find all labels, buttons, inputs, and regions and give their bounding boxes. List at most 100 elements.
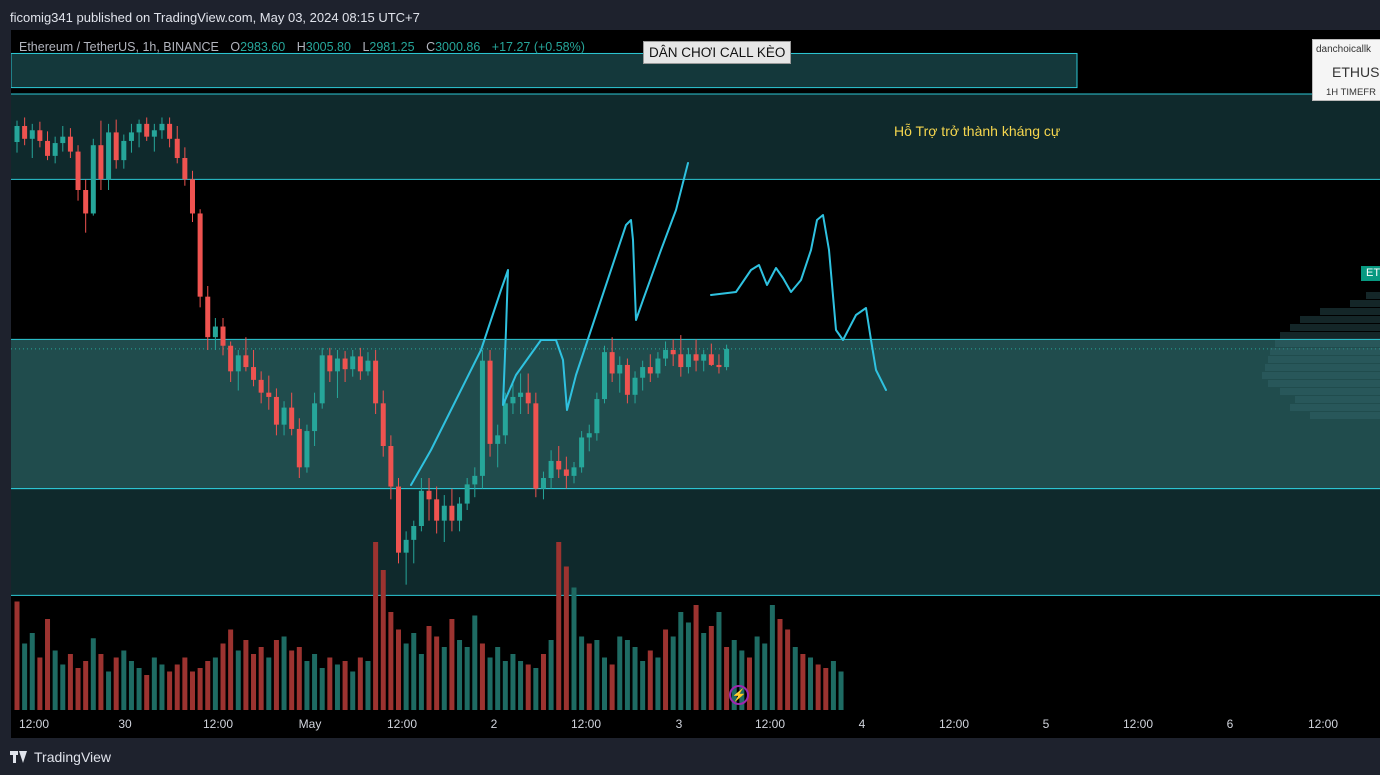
drawn-projection-1: [410, 162, 689, 486]
volume-bar: [258, 647, 264, 710]
volume-bar: [808, 657, 814, 710]
volume-bar: [823, 668, 829, 710]
candle-body: [357, 356, 363, 372]
volume-bar: [449, 619, 455, 710]
volume-bar: [586, 643, 592, 710]
candle-body: [594, 399, 600, 434]
zone-label: Hỗ Trợ trở thành kháng cự: [894, 123, 1061, 139]
volume-bar: [396, 629, 401, 710]
volume-profile-bar: [1290, 324, 1380, 331]
volume-bar: [800, 654, 806, 710]
candle-body: [220, 326, 226, 346]
price-tag: ETH: [1361, 266, 1380, 281]
candle-body: [67, 136, 73, 152]
drawn-projection-2: [710, 214, 887, 391]
x-tick-label: 12:00: [386, 717, 418, 731]
volume-bar: [312, 654, 318, 710]
candle-body: [334, 358, 340, 372]
legend-open: 2983.60: [240, 40, 286, 54]
volume-bar: [159, 664, 165, 710]
price-chart[interactable]: [11, 30, 1380, 710]
volume-bar: [121, 650, 127, 710]
candle-body: [388, 446, 394, 487]
volume-profile-bar: [1275, 340, 1380, 347]
candle-body: [609, 352, 615, 374]
x-tick-label: 12:00: [570, 717, 602, 731]
candle-body: [586, 433, 592, 438]
volume-bar: [327, 657, 333, 710]
candle-body: [273, 396, 279, 425]
volume-bar: [487, 657, 493, 710]
candle-body: [502, 403, 508, 436]
volume-bar: [441, 647, 447, 710]
candle-body: [182, 158, 188, 180]
candle-body: [548, 460, 554, 478]
volume-bar: [251, 654, 257, 710]
candle-body: [434, 499, 440, 521]
lightning-icon[interactable]: ⚡: [729, 685, 749, 705]
legend-close-label: C: [426, 40, 436, 54]
candle-body: [205, 296, 211, 338]
candle-body: [640, 367, 646, 378]
volume-bar: [602, 657, 608, 710]
candle-body: [281, 407, 287, 425]
volume-bar: [98, 654, 104, 710]
volume-bar: [418, 654, 424, 710]
candle-body: [464, 484, 470, 504]
chart-area[interactable]: Ethereum / TetherUS, 1h, BINANCE O2983.6…: [11, 30, 1380, 710]
volume-bar: [624, 640, 630, 710]
volume-bar: [296, 647, 302, 710]
volume-bar: [75, 668, 81, 710]
candle-body: [602, 352, 608, 400]
candle-body: [716, 364, 722, 368]
volume-profile-bar: [1262, 372, 1380, 379]
candle-body: [563, 469, 569, 476]
volume-bar: [365, 661, 371, 710]
tradingview-logo[interactable]: TradingView: [10, 749, 111, 765]
volume-profile-bar: [1290, 404, 1380, 411]
candle-body: [98, 145, 104, 180]
volume-bar: [815, 664, 821, 710]
volume-bar: [701, 633, 707, 710]
candle-body: [327, 355, 333, 372]
candle-body: [571, 467, 577, 476]
volume-bar: [685, 622, 691, 710]
volume-bar: [22, 643, 28, 710]
candle-body: [197, 213, 203, 297]
time-axis[interactable]: 12:00 30 12:00 May 12:00 2 12:00 3 12:00 4 12:00 5 1…: [11, 710, 1380, 738]
candle-body: [365, 360, 371, 372]
volume-bar: [90, 638, 96, 710]
candle-body: [350, 356, 356, 370]
candle-body: [579, 437, 585, 468]
candle-body: [678, 354, 684, 368]
volume-profile-bar: [1310, 412, 1380, 419]
volume-bar: [579, 636, 585, 710]
volume-bar: [708, 626, 714, 710]
candle-body: [212, 326, 218, 338]
headline-label: DÂN CHƠI CALL KÈO: [643, 41, 792, 64]
zone-support: [11, 339, 1380, 489]
volume-bar: [14, 601, 20, 710]
legend-low-label: L: [362, 40, 370, 54]
x-tick-label: 12:00: [202, 717, 234, 731]
volume-bar: [350, 671, 356, 710]
candle-body: [411, 526, 417, 540]
candle-body: [693, 354, 699, 361]
volume-bar: [29, 633, 35, 710]
volume-bar: [678, 612, 684, 710]
candle-body: [29, 130, 35, 139]
volume-bar: [197, 668, 203, 710]
volume-bar: [136, 668, 142, 710]
x-tick-label: 4: [858, 717, 866, 731]
candle-body: [75, 151, 81, 190]
candle-body: [540, 478, 546, 489]
candle-body: [90, 145, 96, 214]
volume-bar: [45, 619, 51, 710]
candle-body: [144, 123, 150, 137]
candle-body: [724, 348, 730, 368]
legend-close: 3000.86: [435, 40, 481, 54]
candle-body: [708, 354, 714, 365]
volume-bar: [289, 650, 295, 710]
legend-high: 3005.80: [305, 40, 351, 54]
volume-bar: [518, 661, 524, 710]
